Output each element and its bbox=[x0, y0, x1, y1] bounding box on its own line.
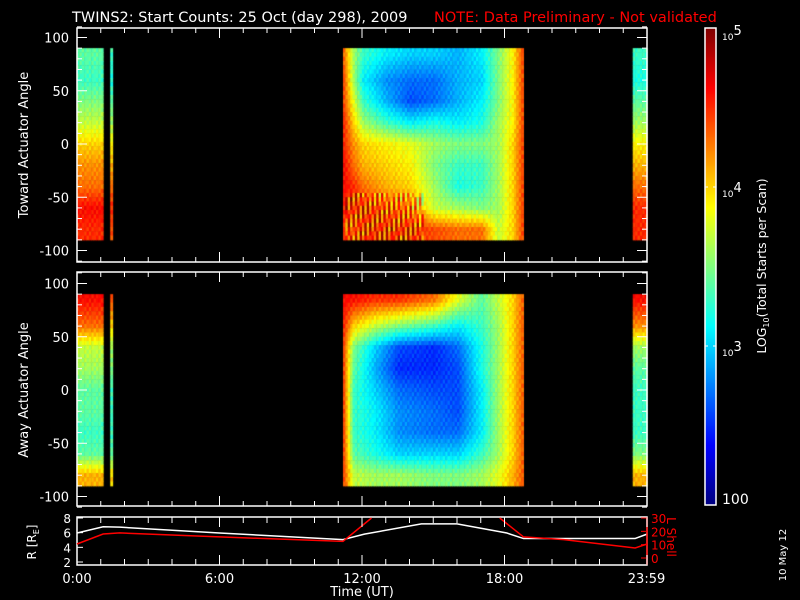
time-xlabel: Time (UT) bbox=[329, 585, 394, 600]
y-tick-label: 50 bbox=[52, 331, 69, 346]
toward-ylabel: Toward Actuator Angle bbox=[17, 72, 32, 219]
y-tick-label: -50 bbox=[48, 191, 69, 206]
lshell-tick-label: 20 bbox=[651, 525, 666, 539]
lshell-line bbox=[76, 517, 372, 545]
time-tick-label: 23:59 bbox=[628, 572, 665, 587]
preliminary-note: NOTE: Data Preliminary - Not validated bbox=[434, 10, 717, 26]
y-tick-label: -100 bbox=[39, 491, 69, 506]
lshell-tick-label: 30 bbox=[651, 512, 666, 526]
time-tick-label: 18:00 bbox=[486, 572, 523, 587]
y-tick-label: 0 bbox=[61, 138, 69, 153]
y-tick-label: 50 bbox=[52, 85, 69, 100]
colorbar-label: 100 bbox=[722, 492, 749, 508]
time-tick-label: 0:00 bbox=[62, 572, 91, 587]
colorbar-title: LOG10(Total Starts per Scan) bbox=[754, 178, 771, 353]
r-tick-label: 8 bbox=[63, 512, 71, 526]
lshell-tick-label: 10 bbox=[651, 539, 666, 553]
y-tick-label: 0 bbox=[61, 384, 69, 399]
colorbar-label: 103 bbox=[722, 340, 742, 359]
y-tick-label: 100 bbox=[44, 32, 69, 47]
lshell-ylabel: L Shell bbox=[664, 517, 678, 557]
r-tick-label: 6 bbox=[63, 527, 71, 541]
colorbar bbox=[704, 27, 717, 506]
colorbar-label: 104 bbox=[722, 181, 742, 200]
r-ylabel: R [RE] bbox=[25, 525, 41, 560]
colorbar-label: 105 bbox=[722, 24, 742, 43]
time-tick-label: 6:00 bbox=[205, 572, 234, 587]
lshell-tick-label: 0 bbox=[651, 552, 659, 566]
panel-frame-toward bbox=[76, 27, 648, 263]
y-tick-label: -100 bbox=[39, 245, 69, 260]
r-tick-label: 2 bbox=[63, 556, 71, 570]
date-stamp: 10 May 12 bbox=[778, 529, 789, 581]
plot-title: TWINS2: Start Counts: 25 Oct (day 298), … bbox=[71, 10, 408, 26]
y-tick-label: -50 bbox=[48, 437, 69, 452]
lshell-line bbox=[499, 517, 648, 549]
panel-frame-away bbox=[76, 271, 648, 507]
away-ylabel: Away Actuator Angle bbox=[17, 322, 32, 457]
r-tick-label: 4 bbox=[63, 541, 71, 555]
time-tick-label: 12:00 bbox=[343, 572, 380, 587]
y-tick-label: 100 bbox=[44, 278, 69, 293]
